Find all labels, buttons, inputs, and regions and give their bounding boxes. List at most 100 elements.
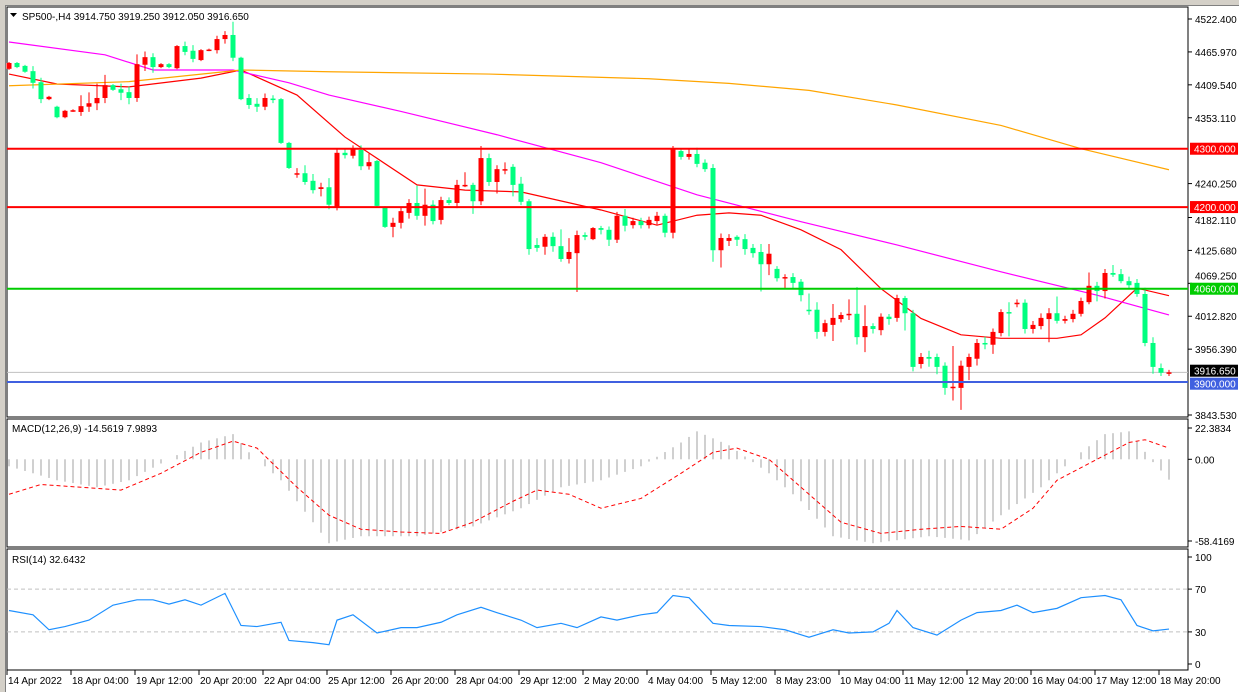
candle-body [374, 160, 380, 206]
price-tick-label: 4182.110 [1195, 216, 1236, 227]
candle [830, 304, 836, 342]
candle-body [310, 180, 316, 191]
candle-body [1078, 300, 1084, 314]
candle-body [1118, 274, 1124, 282]
candle-body [46, 96, 52, 100]
candle-body [486, 158, 492, 182]
candle-body [694, 153, 700, 164]
candle-body [1142, 293, 1148, 343]
candle [846, 299, 852, 321]
candle [766, 243, 772, 276]
candle [286, 141, 292, 169]
candle [38, 77, 44, 104]
time-tick-label: 5 May 12:00 [712, 676, 767, 687]
candle [550, 232, 556, 252]
macd-tick-label: 22.3834 [1195, 424, 1232, 435]
candle-body [614, 215, 620, 240]
candle-body [686, 153, 692, 157]
candle [30, 66, 36, 89]
candle-body [382, 207, 388, 227]
candle-body [678, 151, 684, 157]
candle [1014, 299, 1020, 308]
candle [310, 173, 316, 194]
candle-body [910, 313, 916, 367]
window-left-border [0, 5, 6, 692]
price-tick-label: 3956.390 [1195, 345, 1237, 356]
candle-body [222, 34, 228, 40]
candle [294, 168, 300, 178]
candle-body [30, 71, 36, 83]
level-price-label: 4060.000 [1194, 285, 1236, 296]
candle [958, 360, 964, 410]
candle-body [902, 298, 908, 314]
candle [150, 53, 156, 73]
candle-body [14, 62, 20, 68]
price-tick-label: 4012.820 [1195, 312, 1237, 323]
candle-body [230, 34, 236, 58]
candle [734, 235, 740, 246]
candle [902, 295, 908, 331]
candle-body [62, 110, 68, 118]
candle [558, 229, 564, 262]
candle-body [726, 237, 732, 241]
current-price-tag [1190, 364, 1238, 377]
candle [662, 213, 668, 238]
candle-body [606, 229, 612, 240]
candle [678, 148, 684, 160]
candle [382, 206, 388, 228]
candle-body [814, 309, 820, 332]
candle-body [190, 50, 196, 59]
collapse-triangle-icon[interactable] [10, 13, 17, 17]
candle-body [582, 235, 588, 237]
candle [966, 353, 972, 381]
candle [782, 274, 788, 289]
candle-body [446, 200, 452, 203]
candle [494, 165, 500, 194]
price-tick-label: 4465.970 [1195, 48, 1237, 59]
candle-body [1126, 281, 1132, 286]
candle [1150, 337, 1156, 374]
candle-body [134, 64, 140, 98]
price-pane[interactable]: 4522.400 4465.970 4409.540 4353.110 4240.250… [6, 6, 1239, 422]
candle [1166, 369, 1172, 377]
candle [46, 95, 52, 101]
candle [1070, 309, 1076, 323]
price-tick-label: 4069.250 [1195, 272, 1237, 283]
time-tick-label: 10 May 04:00 [840, 676, 901, 687]
candle [974, 339, 980, 366]
candle [214, 35, 220, 54]
candle [326, 178, 332, 210]
time-tick-label: 22 Apr 04:00 [264, 676, 321, 687]
candle [94, 83, 100, 111]
candle [774, 266, 780, 282]
candle-body [1086, 285, 1092, 303]
time-tick-label: 2 May 20:00 [584, 676, 639, 687]
candle-body [590, 228, 596, 240]
level-price-label: 3900.000 [1194, 380, 1236, 391]
macd-pane[interactable]: 22.3834 0.00 -58.4169 [6, 418, 1235, 548]
candle [694, 147, 700, 168]
candle [886, 313, 892, 325]
candle-body [1006, 312, 1012, 314]
candle [702, 159, 708, 172]
candle-body [470, 184, 476, 202]
candle-body [6, 62, 12, 69]
rsi-pane[interactable]: 100 70 30 0 [6, 548, 1212, 671]
candle [430, 200, 436, 225]
candle-body [1022, 302, 1028, 329]
candle-body [646, 219, 652, 226]
candle-body [750, 247, 756, 254]
candle [718, 233, 724, 268]
candle-body [1062, 319, 1068, 321]
rsi-pane-frame [6, 548, 1189, 671]
candle [302, 165, 308, 185]
time-tick-label: 8 May 23:00 [776, 676, 831, 687]
candle [750, 243, 756, 258]
time-tick-label: 18 Apr 04:00 [72, 676, 129, 687]
time-tick-label: 4 May 04:00 [648, 676, 703, 687]
candle [118, 83, 124, 101]
candle [22, 64, 28, 73]
candle-body [110, 85, 116, 90]
